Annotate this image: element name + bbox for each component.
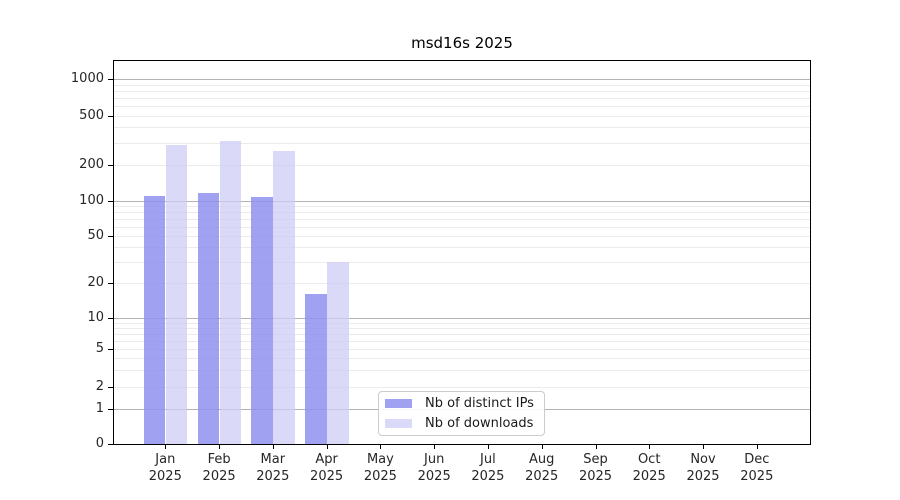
minor-gridline-2 [114,387,810,388]
y-tick-label-500: 500 [79,107,104,123]
bar-distinct-ips-mar [251,197,273,444]
bar-downloads-jan [165,144,188,444]
x-tick-apr [326,445,328,449]
x-tick-label-feb: Feb 2025 [202,452,236,484]
bar-distinct-ips-apr [305,294,327,444]
y-tick-label-10: 10 [87,310,104,325]
y-tick-5 [108,349,113,350]
legend-item-distinct-ips: Nb of distinct IPs [385,395,538,412]
x-tick-label-aug: Aug 2025 [525,452,559,484]
minor-gridline-700 [114,97,810,99]
y-tick-label-50: 50 [87,228,104,243]
x-tick-jun [434,445,436,449]
x-tick-label-mar: Mar 2025 [256,452,290,484]
minor-gridline-70 [114,218,810,220]
legend-label-downloads: Nb of downloads [425,416,534,431]
legend-item-downloads: Nb of downloads [385,415,538,432]
x-tick-label-jan: Jan 2025 [148,452,182,484]
minor-gridline-90 [114,205,810,207]
x-tick-feb [219,445,221,449]
x-tick-jan [165,445,167,449]
bar-distinct-ips-jan [143,195,166,444]
x-tick-aug [541,445,543,449]
minor-gridline-3 [114,370,810,372]
x-tick-label-oct: Oct 2025 [632,452,666,484]
y-tick-20 [108,283,113,284]
y-tick-label-100: 100 [79,192,104,208]
x-tick-label-jul: Jul 2025 [471,452,505,484]
minor-gridline-60 [114,226,810,228]
minor-gridline-400 [114,127,810,129]
minor-gridline-600 [114,105,810,107]
minor-gridline-300 [114,142,810,144]
bar-distinct-ips-feb [197,193,220,444]
x-tick-oct [649,445,651,449]
minor-gridline-40 [114,247,810,249]
minor-gridline-6 [114,340,810,342]
major-gridline-1000 [114,79,810,80]
minor-gridline-4 [114,358,810,360]
y-tick-1 [108,409,113,410]
y-tick-label-2: 2 [95,379,104,394]
minor-gridline-500 [114,115,810,117]
y-tick-label-200: 200 [79,156,104,172]
bar-downloads-mar [273,150,295,444]
bar-downloads-feb [219,141,242,444]
x-tick-dec [756,445,758,449]
x-tick-label-nov: Nov 2025 [686,452,720,484]
y-tick-100 [108,200,113,202]
y-tick-label-5: 5 [95,341,104,356]
x-tick-mar [272,445,274,449]
bar-downloads-apr [327,262,349,444]
legend-label-distinct-ips: Nb of distinct IPs [425,396,534,411]
minor-gridline-5 [114,349,810,350]
y-tick-label-1: 1 [95,401,104,416]
minor-gridline-900 [114,84,810,86]
x-tick-nov [703,445,704,449]
y-tick-1000 [108,79,113,80]
legend-swatch-distinct-ips [385,399,412,408]
x-tick-label-apr: Apr 2025 [310,452,344,484]
x-tick-label-sep: Sep 2025 [578,452,613,484]
x-tick-may [380,445,382,449]
major-gridline-10 [114,318,810,319]
minor-gridline-800 [114,90,810,92]
y-tick-500 [108,115,113,117]
minor-gridline-7 [114,334,810,335]
legend-swatch-downloads [385,419,412,428]
y-tick-label-0: 0 [95,436,104,451]
legend: Nb of distinct IPs Nb of downloads [378,391,545,436]
x-tick-label-jun: Jun 2025 [417,452,451,484]
y-tick-2 [108,387,113,388]
minor-gridline-50 [114,236,810,237]
y-tick-50 [108,236,113,237]
x-tick-label-may: May 2025 [363,452,397,484]
y-tick-10 [108,318,113,319]
minor-gridline-200 [114,164,810,166]
major-gridline-100 [114,200,810,202]
minor-gridline-9 [114,322,810,324]
x-tick-sep [595,445,597,449]
y-tick-0 [108,444,113,445]
x-tick-jul [487,445,489,449]
x-tick-label-dec: Dec 2025 [740,452,774,484]
minor-gridline-20 [114,283,810,284]
minor-gridline-8 [114,328,810,329]
minor-gridline-30 [114,262,810,264]
y-tick-200 [108,164,113,166]
y-tick-label-20: 20 [87,275,104,290]
minor-gridline-80 [114,211,810,213]
chart-title: msd16s 2025 [411,34,513,52]
y-tick-label-1000: 1000 [70,71,104,86]
